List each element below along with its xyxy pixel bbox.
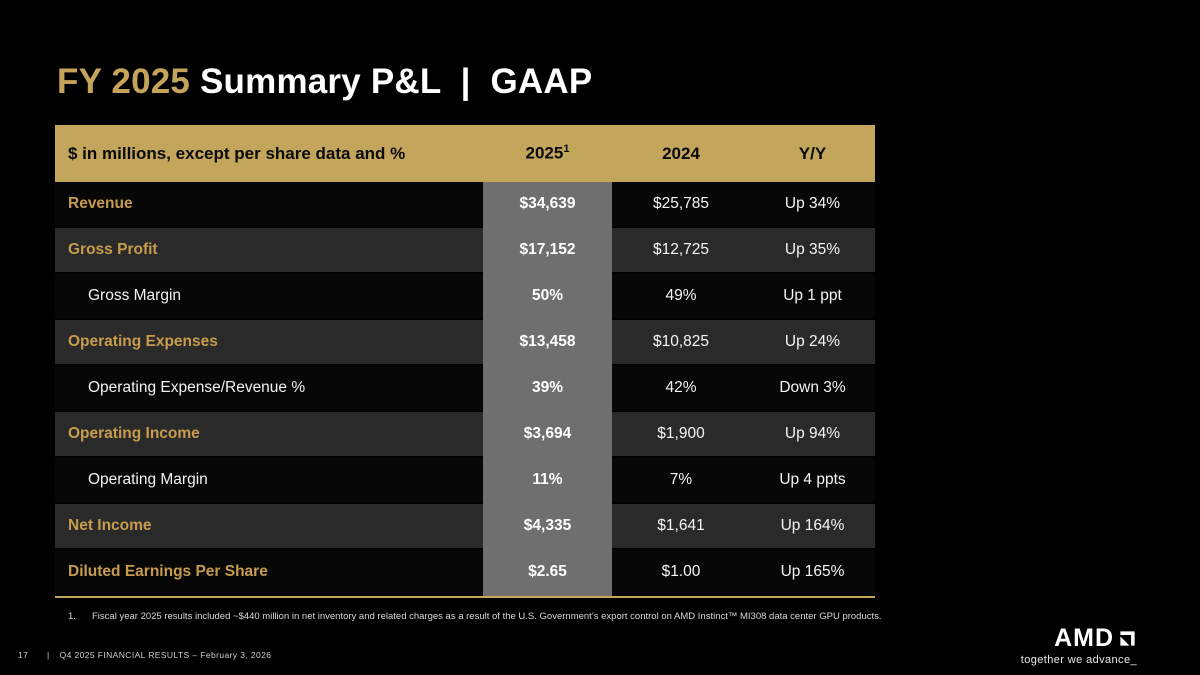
value-yy: Up 1 ppt xyxy=(783,287,842,304)
table-bottom-rule xyxy=(55,596,875,598)
table-row: Operating Income $3,694 $1,900 Up 94% xyxy=(55,412,875,458)
value-2025: $13,458 xyxy=(519,333,576,350)
value-2024: 49% xyxy=(665,287,697,304)
value-2025: 39% xyxy=(531,379,564,396)
amd-logo: AMD together we advance_ xyxy=(1020,624,1137,667)
header-col-yy: Y/Y xyxy=(798,143,827,163)
value-2024: $1,641 xyxy=(657,517,705,534)
value-yy: Up 4 ppts xyxy=(779,471,846,488)
table-row: Operating Expenses $13,458 $10,825 Up 24% xyxy=(55,320,875,366)
header-col-2025-text: 2025 xyxy=(525,143,564,163)
row-label: Operating Margin xyxy=(88,471,208,488)
row-label: Revenue xyxy=(68,195,133,212)
value-yy: Up 165% xyxy=(780,563,845,580)
value-2025: $4,335 xyxy=(523,517,572,534)
footer-divider: | xyxy=(47,650,50,660)
header-col-2024: 2024 xyxy=(662,143,700,163)
value-2024: $1.00 xyxy=(661,563,701,580)
row-label: Operating Expenses xyxy=(68,333,218,350)
row-label: Gross Profit xyxy=(68,241,158,258)
value-2025: $34,639 xyxy=(519,195,576,212)
title-highlight: FY 2025 xyxy=(57,62,191,101)
title-rest: Summary P&L | GAAP xyxy=(190,62,593,101)
value-2024: $1,900 xyxy=(657,425,705,442)
value-yy: Up 34% xyxy=(784,195,841,212)
row-label: Diluted Earnings Per Share xyxy=(68,563,268,580)
table-row: Gross Profit $17,152 $12,725 Up 35% xyxy=(55,228,875,274)
table-row: Gross Margin 50% 49% Up 1 ppt xyxy=(55,274,875,320)
table-row: Operating Expense/Revenue % 39% 42% Down 3% xyxy=(55,366,875,412)
row-label: Operating Income xyxy=(68,425,200,442)
value-yy: Up 94% xyxy=(784,425,841,442)
header-units-label: $ in millions, except per share data and… xyxy=(68,143,406,163)
footnote-text: Fiscal year 2025 results included ~$440 … xyxy=(92,611,882,622)
value-2024: $25,785 xyxy=(652,195,710,212)
value-2025: 50% xyxy=(531,287,564,304)
table-row: Diluted Earnings Per Share $2.65 $1.00 Up 1… xyxy=(55,550,875,596)
footnote: 1. Fiscal year 2025 results included ~$4… xyxy=(68,611,968,622)
amd-arrow-icon xyxy=(1120,631,1135,646)
footnote-marker-superscript: 1 xyxy=(563,143,570,156)
table-header-row: $ in millions, except per share data and… xyxy=(55,125,875,182)
page-title: FY 2025 Summary P&L | GAAP xyxy=(57,62,592,102)
column-2025-highlight-band xyxy=(483,182,612,596)
value-2024: $12,725 xyxy=(652,241,710,258)
value-yy: Up 24% xyxy=(784,333,841,350)
amd-wordmark: AMD xyxy=(1054,624,1114,652)
footnote-number: 1. xyxy=(68,611,76,622)
footer-text: Q4 2025 FINANCIAL RESULTS – February 3, … xyxy=(59,650,272,660)
value-2025: $3,694 xyxy=(523,425,572,442)
footer: 17 | Q4 2025 FINANCIAL RESULTS – Februar… xyxy=(18,650,271,660)
table-row: Net Income $4,335 $1,641 Up 164% xyxy=(55,504,875,550)
amd-tagline: together we advance_ xyxy=(1020,654,1137,666)
value-2025: $17,152 xyxy=(519,241,576,258)
value-2024: 42% xyxy=(665,379,697,396)
row-label: Net Income xyxy=(68,517,152,534)
header-col-2025: 20251 xyxy=(483,143,612,164)
row-label: Operating Expense/Revenue % xyxy=(88,379,306,396)
value-2025: 11% xyxy=(532,471,563,488)
value-2024: $10,825 xyxy=(652,333,710,350)
page-number: 17 xyxy=(18,650,29,660)
pnl-table: $ in millions, except per share data and… xyxy=(55,125,875,598)
value-2025: $2.65 xyxy=(528,563,567,580)
value-yy: Down 3% xyxy=(779,379,846,396)
value-yy: Up 35% xyxy=(784,241,841,258)
table-rows: Revenue $34,639 $25,785 Up 34% Gross Profit $… xyxy=(55,182,875,596)
table-row: Revenue $34,639 $25,785 Up 34% xyxy=(55,182,875,228)
value-yy: Up 164% xyxy=(780,517,845,534)
row-label: Gross Margin xyxy=(88,287,182,304)
table-row: Operating Margin 11% 7% Up 4 ppts xyxy=(55,458,875,504)
value-2024: 7% xyxy=(669,471,693,488)
